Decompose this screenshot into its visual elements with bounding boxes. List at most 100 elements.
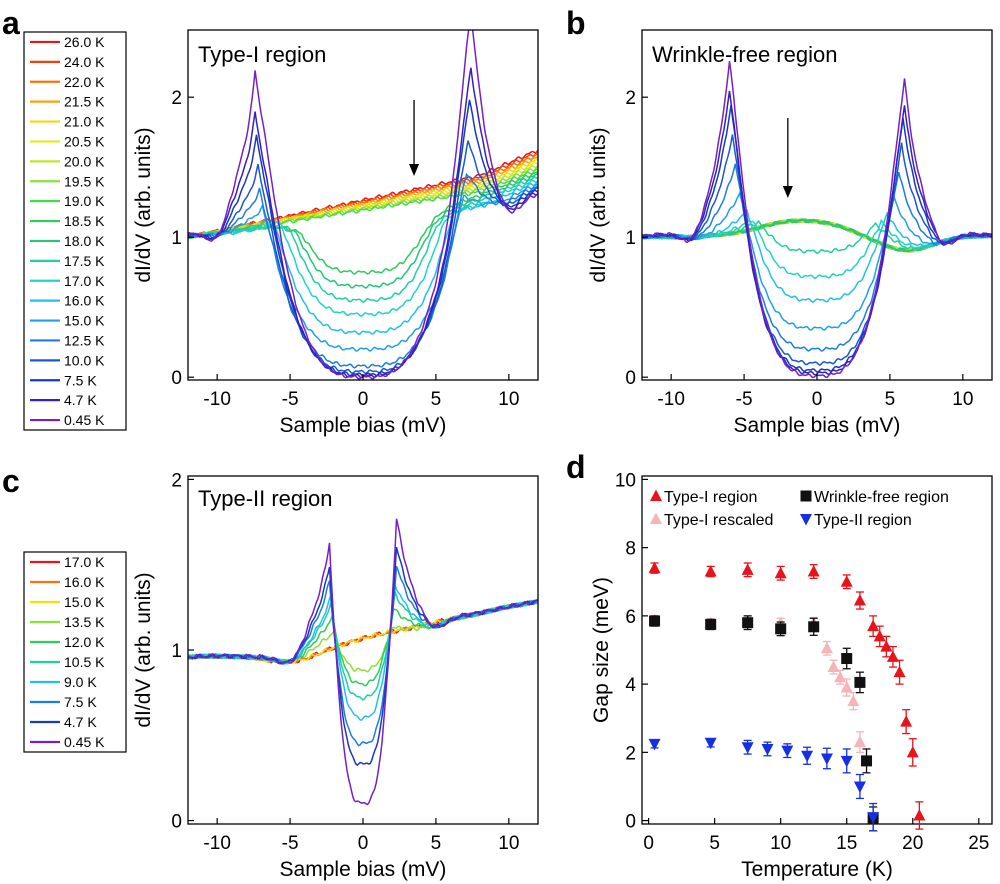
legend-marker: [650, 489, 662, 501]
data-point: [649, 615, 661, 627]
x-tick-label: 5: [431, 833, 442, 854]
legend-label: 19.5 K: [64, 173, 105, 189]
legend-label: Type-I region: [664, 489, 757, 506]
data-point: [704, 565, 717, 577]
spectra-a: [188, 30, 538, 380]
legend-label: 0.45 K: [64, 734, 105, 750]
data-point: [741, 742, 754, 754]
legend-label: 20.5 K: [64, 133, 105, 149]
arrow-head: [409, 164, 420, 176]
legend-label: 4.7 K: [64, 392, 97, 408]
series-1: [649, 615, 879, 832]
panel-letter: b: [566, 5, 586, 41]
legend-label: Wrinkle-free region: [814, 489, 949, 506]
plot-frame: [187, 475, 539, 825]
data-point: [900, 715, 913, 727]
y-axis-label: Gap size (meV): [590, 577, 613, 723]
spectra-c: [188, 518, 538, 806]
x-tick-label: 25: [968, 833, 989, 854]
data-point: [775, 623, 787, 635]
x-tick-label: 5: [709, 833, 720, 854]
x-tick-label: 10: [498, 833, 519, 854]
y-tick-label: 0: [171, 368, 182, 389]
spectrum-line-17: [188, 99, 538, 378]
data-point: [854, 676, 866, 688]
data-point: [774, 566, 787, 579]
legend-label: 4.7 K: [64, 714, 97, 730]
series-3: [648, 737, 880, 832]
y-tick-label: 1: [171, 228, 182, 249]
legend-marker: [800, 514, 812, 526]
legend-label: 24.0 K: [64, 54, 105, 70]
y-tick-label: 0: [625, 368, 636, 389]
data-point: [867, 619, 880, 632]
panel-title: Type-II region: [198, 486, 333, 511]
x-tick-label: -10: [657, 389, 684, 410]
spectrum-line-12: [642, 218, 992, 280]
legend-marker: [800, 490, 812, 502]
legend-label: 15.0 K: [64, 594, 105, 610]
legend-label: 19.0 K: [64, 193, 105, 209]
spectrum-line-16: [188, 140, 538, 375]
data-point: [742, 617, 754, 629]
data-point: [648, 738, 661, 751]
x-tick-label: -5: [736, 389, 753, 410]
data-point: [853, 594, 866, 606]
legend-label: 20.0 K: [64, 153, 105, 169]
data-point: [741, 563, 754, 575]
spectrum-line-14: [188, 183, 538, 352]
data-point: [820, 641, 833, 654]
legend-c: 17.0 K 16.0 K 15.0 K 13.5 K 12.0 K 10.5 K 9.0 …: [23, 551, 127, 753]
y-tick-label: 0: [625, 812, 636, 833]
x-tick-label: 0: [358, 833, 369, 854]
data-point: [820, 753, 833, 765]
panel-b: b -10 -5 0 5 10 0 1 2 Sample bias (mV) dI/dV (arb.…: [566, 5, 993, 437]
legend-label: 9.0 K: [64, 674, 97, 690]
x-axis-label: Sample bias (mV): [734, 414, 901, 437]
data-point: [840, 755, 853, 768]
legend-label: 7.5 K: [64, 694, 97, 710]
data-point: [840, 575, 853, 587]
legend-label: 21.0 K: [64, 114, 105, 130]
x-axis-label: Temperature (K): [741, 858, 893, 881]
spectra-b: [642, 61, 992, 379]
panel-letter: a: [2, 5, 20, 41]
y-tick-label: 2: [625, 88, 636, 109]
legend-label: 12.0 K: [64, 634, 105, 650]
legend-label: 21.5 K: [64, 94, 105, 110]
legend-label: 22.0 K: [64, 74, 105, 90]
y-axis-label: dI/dV (arb. units): [132, 127, 155, 282]
legend-label: 17.0 K: [64, 273, 105, 289]
legend-label: 12.5 K: [64, 332, 105, 348]
x-tick-label: 10: [770, 833, 791, 854]
spectrum-line-15: [642, 163, 992, 352]
legend-marker: [650, 512, 662, 524]
spectrum-line-1: [188, 598, 538, 665]
panel-title: Wrinkle-free region: [652, 42, 837, 67]
data-point: [880, 640, 893, 652]
series-0: [648, 561, 926, 830]
x-tick-label: -10: [203, 833, 230, 854]
y-tick-label: 2: [171, 470, 182, 491]
legend-label: 15.0 K: [64, 313, 105, 329]
spectrum-line-16: [642, 134, 992, 366]
x-tick-label: 0: [812, 389, 823, 410]
data-point: [781, 745, 794, 758]
data-point: [807, 565, 820, 577]
data-point: [893, 665, 906, 678]
legend-frame: [23, 551, 127, 753]
y-axis-label: dI/dV (arb. units): [132, 572, 155, 727]
y-tick-label: 1: [625, 228, 636, 249]
y-tick-label: 2: [171, 88, 182, 109]
data-point: [886, 650, 899, 662]
spectrum-line-15: [188, 172, 538, 369]
legend-d: Type-I region Wrinkle-free region Type-I r…: [650, 489, 949, 529]
legend-label: Type-I rescaled: [664, 512, 773, 529]
legend-label: 7.5 K: [64, 372, 97, 388]
y-tick-label: 10: [615, 470, 636, 491]
spectrum-line-13: [188, 180, 538, 336]
data-point: [867, 812, 880, 824]
data-point: [705, 618, 717, 630]
data-point: [841, 653, 853, 665]
